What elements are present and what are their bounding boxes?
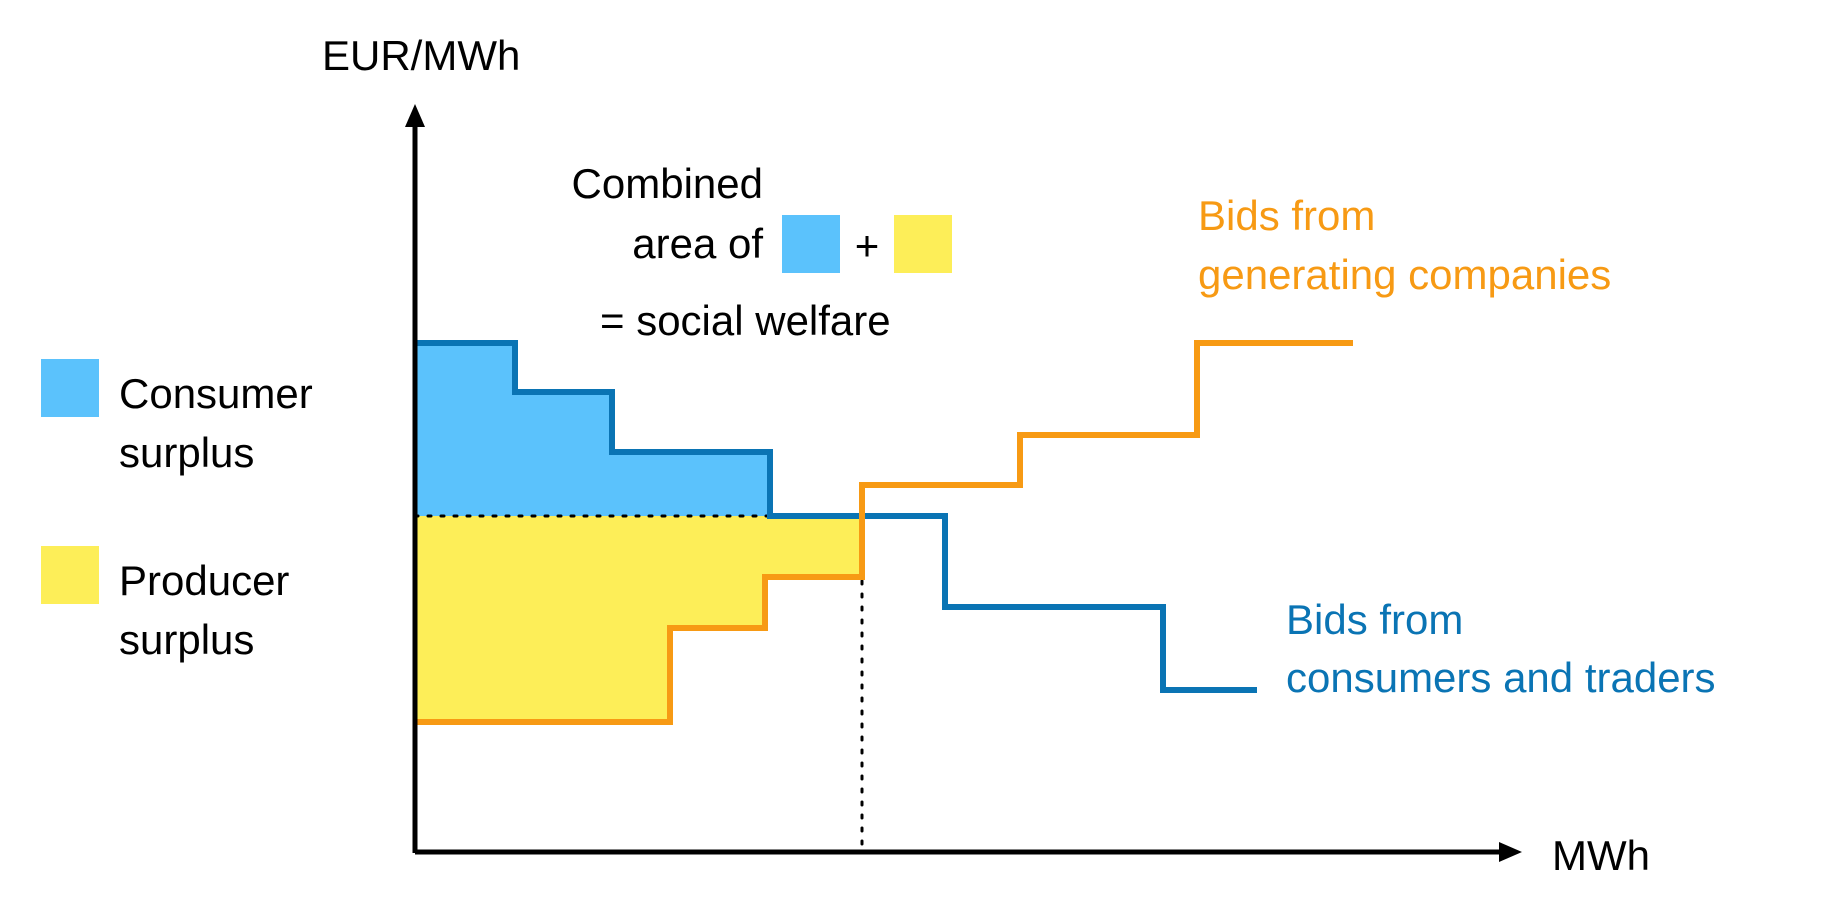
y-axis-arrow-icon bbox=[405, 104, 425, 127]
legend-producer-label-line2: surplus bbox=[119, 616, 254, 663]
annotation-plus: + bbox=[855, 222, 880, 269]
x-axis-arrow-icon bbox=[1499, 842, 1522, 862]
demand-curve-label-line2: consumers and traders bbox=[1286, 654, 1716, 701]
annotation-line3: = social welfare bbox=[600, 297, 891, 344]
annotation-line1: Combined bbox=[572, 160, 763, 207]
legend-consumer-label-line1: Consumer bbox=[119, 370, 313, 417]
legend-producer-label-line1: Producer bbox=[119, 557, 289, 604]
legend-consumer-swatch bbox=[41, 359, 99, 417]
demand-curve bbox=[415, 340, 1257, 693]
consumer-swatch-inline bbox=[782, 215, 840, 273]
legend-producer-swatch bbox=[41, 546, 99, 604]
supply-curve-label-line2: generating companies bbox=[1198, 251, 1611, 298]
producer-swatch-inline bbox=[894, 215, 952, 273]
consumer-surplus-area bbox=[415, 343, 770, 516]
y-axis-label: EUR/MWh bbox=[322, 32, 520, 79]
producer-surplus-area bbox=[415, 516, 862, 722]
legend-consumer-label-line2: surplus bbox=[119, 429, 254, 476]
annotation-line2: area of bbox=[632, 220, 763, 267]
demand-curve-label-line1: Bids from bbox=[1286, 596, 1463, 643]
legend: Consumer surplus Producer surplus bbox=[41, 359, 313, 663]
x-axis-label: MWh bbox=[1552, 832, 1650, 879]
supply-curve bbox=[415, 340, 1353, 725]
supply-curve-label-line1: Bids from bbox=[1198, 192, 1375, 239]
